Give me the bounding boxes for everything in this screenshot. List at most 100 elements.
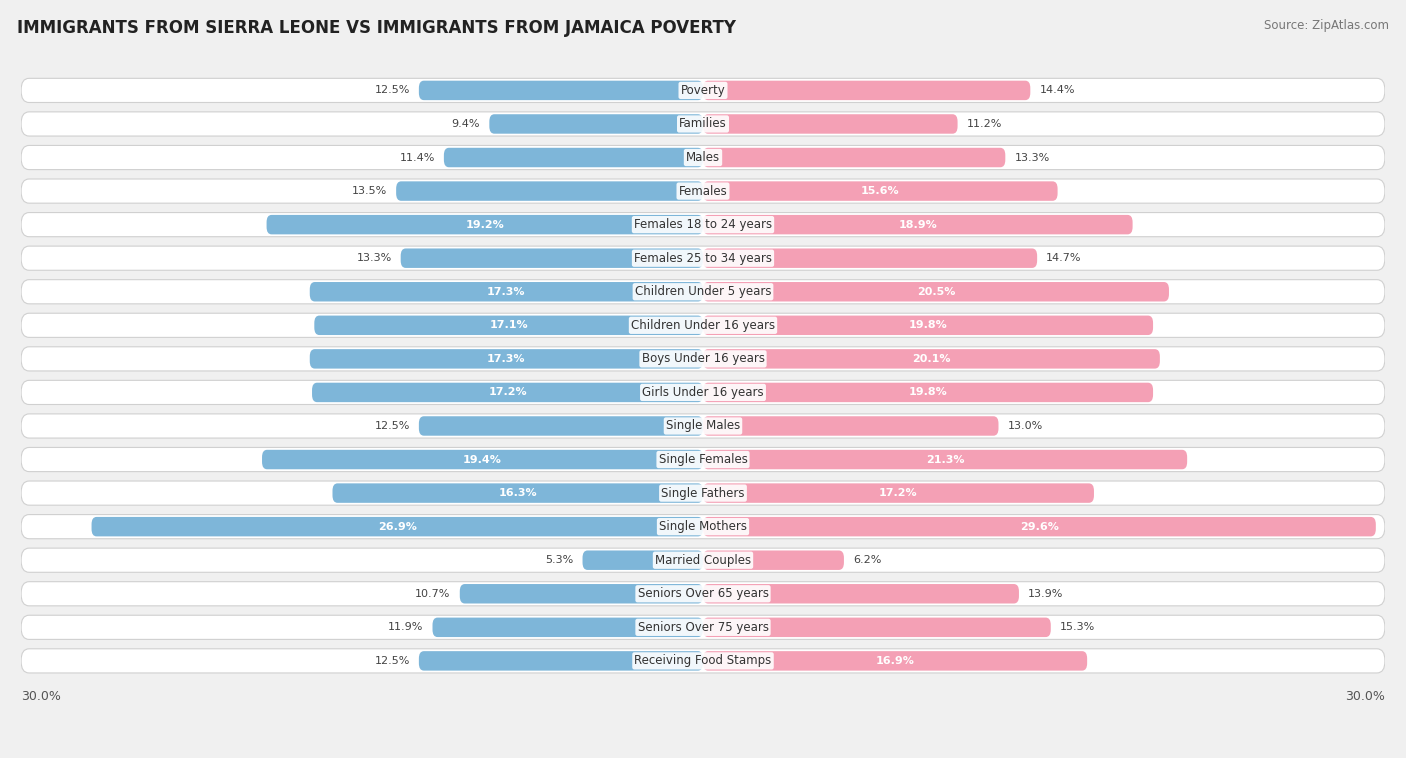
Text: Males: Males	[686, 151, 720, 164]
FancyBboxPatch shape	[703, 416, 998, 436]
Text: 17.3%: 17.3%	[486, 287, 526, 296]
FancyBboxPatch shape	[91, 517, 703, 537]
FancyBboxPatch shape	[460, 584, 703, 603]
FancyBboxPatch shape	[309, 349, 703, 368]
Text: 14.4%: 14.4%	[1039, 86, 1076, 96]
Text: Females: Females	[679, 185, 727, 198]
Text: 17.1%: 17.1%	[489, 321, 529, 330]
Text: 17.3%: 17.3%	[486, 354, 526, 364]
Text: 19.8%: 19.8%	[908, 387, 948, 397]
FancyBboxPatch shape	[703, 148, 1005, 168]
Text: Females 25 to 34 years: Females 25 to 34 years	[634, 252, 772, 265]
FancyBboxPatch shape	[703, 349, 1160, 368]
Text: 5.3%: 5.3%	[546, 555, 574, 565]
Text: 11.4%: 11.4%	[399, 152, 434, 162]
FancyBboxPatch shape	[703, 517, 1376, 537]
Text: 19.4%: 19.4%	[463, 455, 502, 465]
Text: 13.3%: 13.3%	[1014, 152, 1050, 162]
Text: 20.1%: 20.1%	[912, 354, 950, 364]
Text: 30.0%: 30.0%	[1346, 690, 1385, 703]
Text: 20.5%: 20.5%	[917, 287, 955, 296]
Text: Receiving Food Stamps: Receiving Food Stamps	[634, 654, 772, 667]
FancyBboxPatch shape	[703, 449, 1187, 469]
Text: 26.9%: 26.9%	[378, 522, 416, 531]
Text: 19.8%: 19.8%	[908, 321, 948, 330]
FancyBboxPatch shape	[433, 618, 703, 637]
Text: 15.3%: 15.3%	[1060, 622, 1095, 632]
FancyBboxPatch shape	[703, 651, 1087, 671]
Text: 13.9%: 13.9%	[1028, 589, 1063, 599]
FancyBboxPatch shape	[21, 179, 1385, 203]
FancyBboxPatch shape	[21, 112, 1385, 136]
FancyBboxPatch shape	[315, 315, 703, 335]
FancyBboxPatch shape	[262, 449, 703, 469]
FancyBboxPatch shape	[21, 515, 1385, 539]
Text: 16.3%: 16.3%	[499, 488, 537, 498]
Text: Poverty: Poverty	[681, 84, 725, 97]
FancyBboxPatch shape	[21, 280, 1385, 304]
Text: 29.6%: 29.6%	[1019, 522, 1059, 531]
FancyBboxPatch shape	[703, 282, 1168, 302]
FancyBboxPatch shape	[444, 148, 703, 168]
Text: 14.7%: 14.7%	[1046, 253, 1081, 263]
FancyBboxPatch shape	[703, 315, 1153, 335]
FancyBboxPatch shape	[703, 114, 957, 133]
Text: 18.9%: 18.9%	[898, 220, 938, 230]
Text: 16.9%: 16.9%	[876, 656, 914, 666]
Text: Children Under 16 years: Children Under 16 years	[631, 319, 775, 332]
FancyBboxPatch shape	[703, 550, 844, 570]
Text: 12.5%: 12.5%	[374, 656, 409, 666]
FancyBboxPatch shape	[703, 618, 1050, 637]
Text: 12.5%: 12.5%	[374, 86, 409, 96]
FancyBboxPatch shape	[703, 383, 1153, 402]
Text: Seniors Over 65 years: Seniors Over 65 years	[637, 587, 769, 600]
FancyBboxPatch shape	[419, 416, 703, 436]
FancyBboxPatch shape	[21, 414, 1385, 438]
Text: 13.3%: 13.3%	[356, 253, 392, 263]
FancyBboxPatch shape	[312, 383, 703, 402]
FancyBboxPatch shape	[703, 80, 1031, 100]
FancyBboxPatch shape	[21, 615, 1385, 640]
Text: 30.0%: 30.0%	[21, 690, 60, 703]
FancyBboxPatch shape	[21, 146, 1385, 170]
Text: 11.9%: 11.9%	[388, 622, 423, 632]
FancyBboxPatch shape	[21, 212, 1385, 236]
Text: 6.2%: 6.2%	[853, 555, 882, 565]
FancyBboxPatch shape	[21, 548, 1385, 572]
Text: 19.2%: 19.2%	[465, 220, 505, 230]
FancyBboxPatch shape	[489, 114, 703, 133]
Text: Children Under 5 years: Children Under 5 years	[634, 285, 772, 298]
Text: 21.3%: 21.3%	[925, 455, 965, 465]
FancyBboxPatch shape	[267, 215, 703, 234]
FancyBboxPatch shape	[419, 651, 703, 671]
Text: Single Males: Single Males	[666, 419, 740, 433]
Text: Girls Under 16 years: Girls Under 16 years	[643, 386, 763, 399]
FancyBboxPatch shape	[332, 484, 703, 503]
Text: 17.2%: 17.2%	[879, 488, 918, 498]
Text: 17.2%: 17.2%	[488, 387, 527, 397]
Text: 12.5%: 12.5%	[374, 421, 409, 431]
FancyBboxPatch shape	[21, 447, 1385, 471]
FancyBboxPatch shape	[703, 215, 1133, 234]
Text: Single Fathers: Single Fathers	[661, 487, 745, 500]
Text: 13.5%: 13.5%	[352, 186, 387, 196]
Text: Seniors Over 75 years: Seniors Over 75 years	[637, 621, 769, 634]
FancyBboxPatch shape	[703, 484, 1094, 503]
Text: Families: Families	[679, 117, 727, 130]
Text: Single Mothers: Single Mothers	[659, 520, 747, 533]
Text: Married Couples: Married Couples	[655, 553, 751, 567]
FancyBboxPatch shape	[309, 282, 703, 302]
FancyBboxPatch shape	[21, 481, 1385, 505]
FancyBboxPatch shape	[21, 347, 1385, 371]
Text: 10.7%: 10.7%	[415, 589, 451, 599]
Text: Boys Under 16 years: Boys Under 16 years	[641, 352, 765, 365]
FancyBboxPatch shape	[703, 249, 1038, 268]
Text: 11.2%: 11.2%	[967, 119, 1002, 129]
Text: 13.0%: 13.0%	[1008, 421, 1043, 431]
Text: 15.6%: 15.6%	[860, 186, 900, 196]
FancyBboxPatch shape	[21, 649, 1385, 673]
FancyBboxPatch shape	[21, 581, 1385, 606]
FancyBboxPatch shape	[21, 78, 1385, 102]
FancyBboxPatch shape	[401, 249, 703, 268]
Text: 9.4%: 9.4%	[451, 119, 481, 129]
